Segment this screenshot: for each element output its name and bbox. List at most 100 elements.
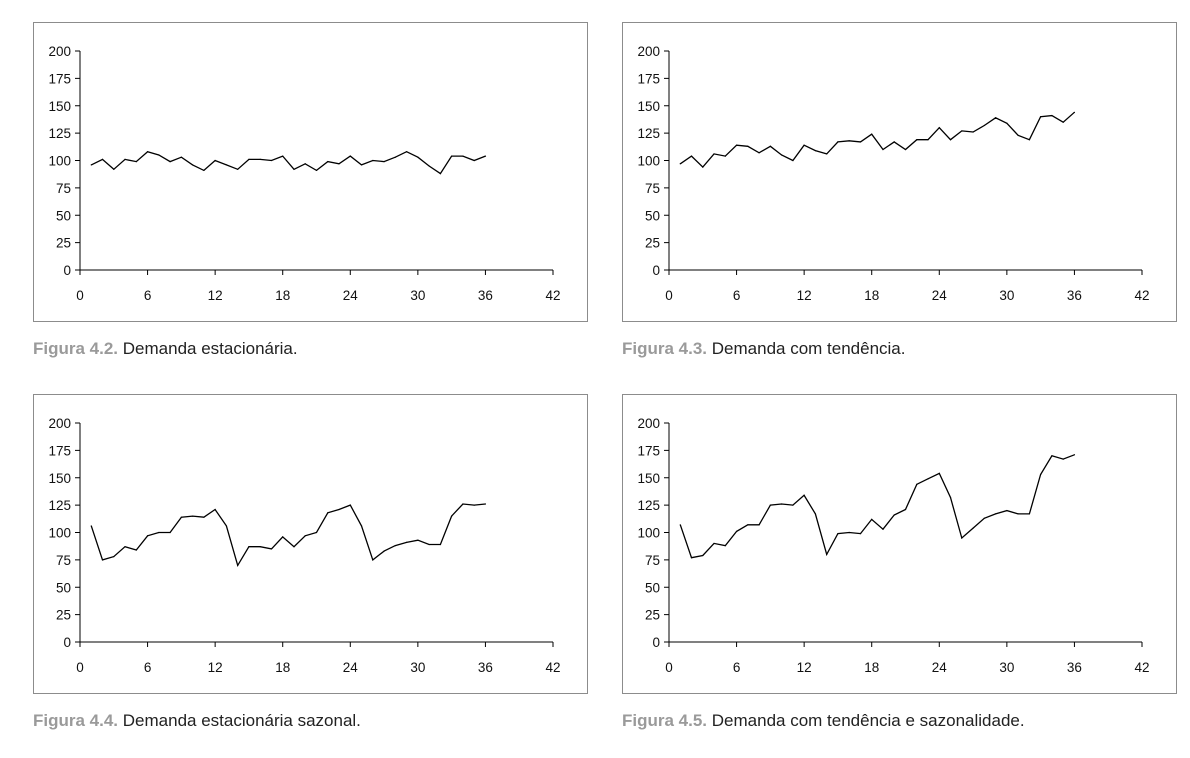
data-point xyxy=(484,503,487,505)
y-tick-label: 175 xyxy=(48,71,71,86)
data-point xyxy=(192,164,194,166)
x-tick-label: 6 xyxy=(144,660,152,675)
line-chart: 0 25 50 75 100 125 150 175 200 0 6 12 18 24 30 36 42 xyxy=(48,44,560,303)
data-point xyxy=(1028,513,1030,515)
data-point xyxy=(803,144,805,146)
y-tick-label: 75 xyxy=(56,181,71,196)
x-tick-label: 12 xyxy=(208,660,223,675)
data-point xyxy=(360,525,363,527)
data-point xyxy=(1017,513,1019,515)
chart-frame: 0 25 50 75 100 125 150 175 200 0 6 12 18 24 30 36 42 xyxy=(622,22,1177,322)
data-point xyxy=(158,531,160,534)
data-point xyxy=(871,518,873,520)
x-tick-label: 0 xyxy=(665,288,673,303)
data-point xyxy=(304,163,306,165)
data-point xyxy=(124,546,126,548)
series-line xyxy=(90,503,486,568)
x-tick-label: 0 xyxy=(76,288,84,303)
data-point xyxy=(394,545,396,547)
data-point xyxy=(304,535,306,537)
data-point xyxy=(101,158,104,161)
data-point xyxy=(758,524,760,526)
data-point xyxy=(180,516,182,518)
x-tick-label: 18 xyxy=(275,288,290,303)
data-point xyxy=(293,168,295,170)
data-point xyxy=(1006,122,1008,124)
data-point xyxy=(972,527,974,529)
data-point xyxy=(814,513,817,515)
x-tick-label: 42 xyxy=(545,288,560,303)
chart-frame: 0 25 50 75 100 125 150 175 200 0 6 12 18 24 30 36 42 xyxy=(622,394,1177,694)
x-tick-label: 18 xyxy=(275,660,290,675)
y-tick-label: 25 xyxy=(645,608,660,623)
x-tick-label: 36 xyxy=(1067,288,1082,303)
data-point xyxy=(225,164,228,166)
data-point xyxy=(372,159,374,162)
data-point xyxy=(180,156,182,158)
data-point xyxy=(1073,111,1076,113)
x-tick-label: 0 xyxy=(665,660,673,675)
series-line xyxy=(91,150,486,175)
data-point xyxy=(927,478,929,480)
data-point xyxy=(735,530,738,533)
series-line xyxy=(679,111,1075,169)
data-point xyxy=(792,504,794,506)
data-point xyxy=(690,155,693,157)
data-point xyxy=(473,159,475,162)
y-tick-label: 50 xyxy=(645,580,660,595)
y-tick-label: 50 xyxy=(56,580,71,595)
data-point xyxy=(1062,121,1064,123)
figure-number: Figura 4.5. xyxy=(622,711,708,730)
data-point xyxy=(927,139,929,141)
x-tick-label: 36 xyxy=(1067,660,1082,675)
line-chart: 0 25 50 75 100 125 150 175 200 0 6 12 18 24 30 36 42 xyxy=(48,416,560,675)
data-point xyxy=(893,141,895,143)
x-tick-label: 30 xyxy=(410,288,425,303)
data-point xyxy=(893,514,895,516)
y-tick-label: 25 xyxy=(56,608,71,623)
data-point xyxy=(90,525,92,527)
data-point xyxy=(848,140,850,142)
data-point xyxy=(713,542,715,545)
data-point xyxy=(237,564,239,566)
data-point xyxy=(724,545,726,547)
data-point xyxy=(679,524,681,526)
data-point xyxy=(769,145,771,147)
data-point xyxy=(428,543,430,546)
data-point xyxy=(859,532,862,535)
data-point xyxy=(192,515,194,517)
y-tick-label: 150 xyxy=(48,471,71,486)
data-point xyxy=(735,144,738,146)
data-point xyxy=(1062,458,1064,460)
data-point xyxy=(462,155,464,157)
data-point xyxy=(349,155,351,157)
data-point xyxy=(383,550,385,552)
figure-title: Demanda com tendência e sazonalidade. xyxy=(711,711,1025,730)
data-point xyxy=(859,141,862,143)
data-point xyxy=(781,154,783,156)
data-point xyxy=(327,512,329,514)
data-point xyxy=(214,508,216,511)
data-point xyxy=(679,163,681,165)
data-point xyxy=(451,155,453,157)
data-point xyxy=(473,504,475,506)
y-tick-label: 175 xyxy=(637,71,660,86)
figure-number: Figura 4.4. xyxy=(33,711,119,730)
figure-caption: Figura 4.5. Demanda com tendência e sazo… xyxy=(622,711,1025,731)
data-point xyxy=(713,153,715,155)
x-tick-label: 24 xyxy=(932,660,948,675)
y-tick-label: 75 xyxy=(56,553,71,568)
x-tick-label: 42 xyxy=(1134,288,1149,303)
line-chart: 0 25 50 75 100 125 150 175 200 0 6 12 18 24 30 36 42 xyxy=(637,416,1149,675)
data-point xyxy=(747,145,749,147)
data-point xyxy=(1040,473,1042,476)
data-point xyxy=(882,528,884,530)
data-point xyxy=(826,553,828,555)
data-point xyxy=(259,158,261,161)
data-point xyxy=(158,154,160,156)
data-point xyxy=(882,148,884,151)
data-point xyxy=(837,532,839,535)
data-point xyxy=(983,517,985,519)
data-point xyxy=(826,153,828,155)
data-point xyxy=(237,168,239,170)
